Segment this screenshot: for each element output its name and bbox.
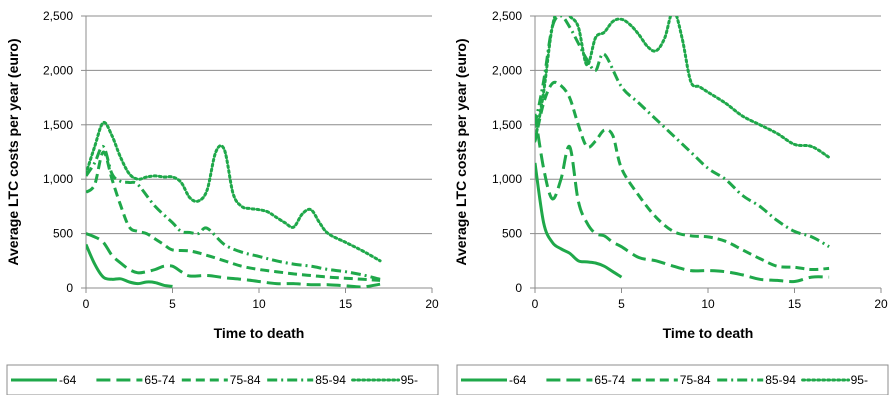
y-axis-title: Average LTC costs per year (euro)	[5, 38, 21, 265]
legend-label: 95-	[401, 373, 418, 387]
y-tick-label: 1,500	[43, 118, 73, 132]
legend: -64 65-74 75-84 85-94 95-	[456, 364, 889, 395]
x-tick-label: 10	[252, 297, 266, 311]
legend-label: 65-74	[594, 373, 625, 387]
y-tick-label: 2,000	[492, 63, 522, 77]
y-tick-label: 1,000	[492, 172, 522, 186]
legend-label: 65-74	[144, 373, 175, 387]
series-line-8594	[86, 145, 381, 281]
series-line-7584	[535, 80, 830, 272]
y-tick-label: 500	[53, 227, 73, 241]
series-line-7584	[86, 150, 381, 282]
x-tick-label: 15	[339, 297, 353, 311]
legend: -64 65-74 75-84 85-94 95-	[6, 364, 439, 395]
series-line-6574	[535, 113, 830, 284]
series-group	[535, 16, 831, 284]
legend-label: -64	[509, 373, 527, 387]
x-axis-title: Time to death	[663, 325, 754, 341]
x-tick-label: 15	[788, 297, 802, 311]
y-tick-label: 2,000	[43, 63, 73, 77]
legend-label: 85-94	[315, 373, 346, 387]
series-line-6574	[86, 232, 381, 288]
series-line-64	[86, 243, 173, 288]
y-tick-label: 2,500	[43, 9, 73, 23]
legend-label: 75-84	[230, 373, 261, 387]
y-tick-label: 2,500	[492, 9, 522, 23]
chart-panel-2: 0 500 1,000 1,500 2,000 2,500 0 5 10 15 20 Time to …	[453, 9, 889, 395]
x-tick-label: 20	[425, 297, 439, 311]
x-axis-title: Time to death	[214, 325, 305, 341]
y-tick-label: 500	[502, 227, 522, 241]
legend-label: -64	[59, 373, 77, 387]
legend-label: 85-94	[765, 373, 796, 387]
x-tick-label: 10	[701, 297, 715, 311]
y-tick-label: 0	[515, 281, 522, 295]
x-tick-label: 0	[532, 297, 539, 311]
series-line-95	[86, 120, 382, 263]
x-tick-label: 0	[83, 297, 90, 311]
x-tick-label: 5	[618, 297, 625, 311]
y-axis-title: Average LTC costs per year (euro)	[453, 38, 469, 265]
y-tick-label: 1,000	[43, 172, 73, 186]
y-tick-label: 1,500	[492, 118, 522, 132]
legend-label: 95-	[851, 373, 868, 387]
series-group	[86, 120, 382, 288]
series-line-8594	[535, 16, 830, 248]
series-line-95	[535, 16, 831, 159]
legend-label: 75-84	[680, 373, 711, 387]
y-tick-label: 0	[66, 281, 73, 295]
x-tick-label: 5	[169, 297, 176, 311]
x-tick-label: 20	[874, 297, 888, 311]
series-line-64	[535, 162, 623, 279]
chart-panel-1: 0 500 1,000 1,500 2,000 2,500 0 5 10 15 20 Time to …	[5, 9, 439, 395]
